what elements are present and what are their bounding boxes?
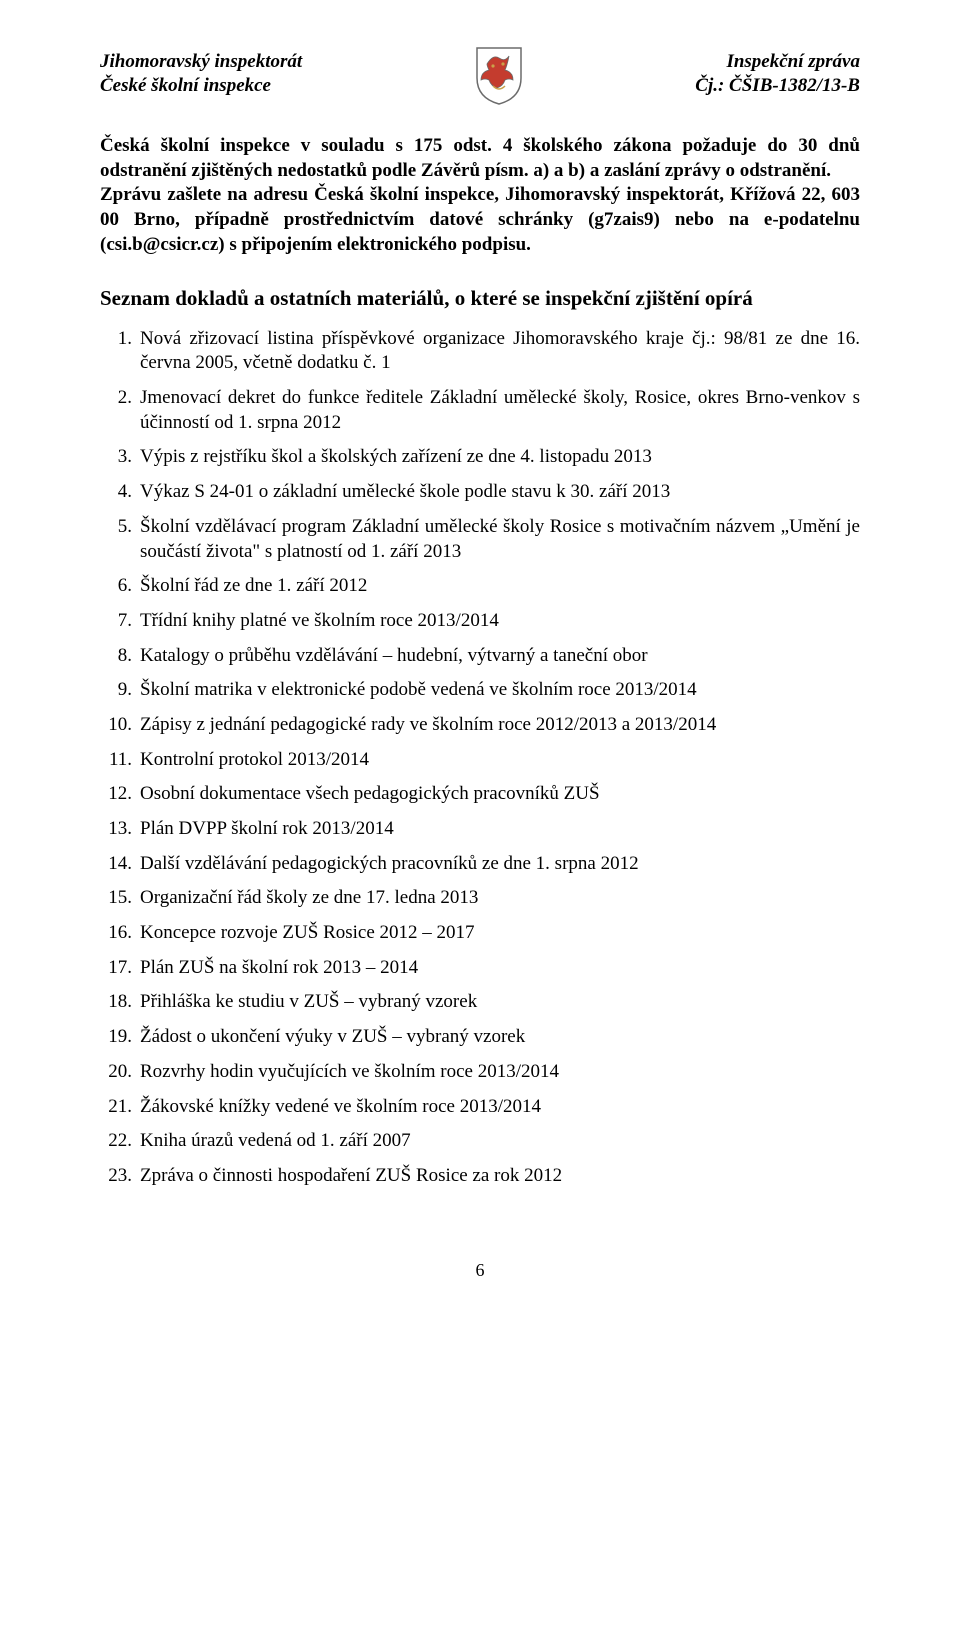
list-item-text: Organizační řád školy ze dne 17. ledna 2… [140,887,478,908]
header-right-line2: Čj.: ČŠIB-1382/13-B [695,74,860,98]
list-item: Koncepce rozvoje ZUŠ Rosice 2012 – 2017 [100,921,860,946]
coat-of-arms-icon [473,46,525,106]
list-item-text: Kontrolní protokol 2013/2014 [140,749,369,770]
header-left-line2: České školní inspekce [100,74,302,98]
list-item-text: Žákovské knížky vedené ve školním roce 2… [140,1096,541,1117]
intro-part1: Česká školní inspekce v souladu s 175 od… [100,135,860,181]
list-item-text: Zápisy z jednání pedagogické rady ve ško… [140,714,716,735]
list-item-text: Další vzdělávání pedagogických pracovník… [140,853,639,874]
list-item: Výkaz S 24-01 o základní umělecké škole … [100,480,860,505]
list-item: Organizační řád školy ze dne 17. ledna 2… [100,886,860,911]
list-item: Jmenovací dekret do funkce ředitele Zákl… [100,386,860,435]
list-item: Žádost o ukončení výuky v ZUŠ – vybraný … [100,1025,860,1050]
header-right-line1: Inspekční zpráva [695,50,860,74]
list-item-text: Školní řád ze dne 1. září 2012 [140,575,367,596]
list-item-text: Koncepce rozvoje ZUŠ Rosice 2012 – 2017 [140,922,475,943]
header-right: Inspekční zpráva Čj.: ČŠIB-1382/13-B [695,50,860,98]
list-item-text: Kniha úrazů vedená od 1. září 2007 [140,1130,411,1151]
page-header: Jihomoravský inspektorát České školní in… [100,50,860,106]
list-item: Školní matrika v elektronické podobě ved… [100,678,860,703]
list-item-text: Zpráva o činnosti hospodaření ZUŠ Rosice… [140,1165,562,1186]
list-item-text: Přihláška ke studiu v ZUŠ – vybraný vzor… [140,991,477,1012]
document-list: Nová zřizovací listina příspěvkové organ… [100,327,860,1189]
page-number: 6 [100,1259,860,1282]
list-item-text: Osobní dokumentace všech pedagogických p… [140,783,600,804]
intro-part2: Zprávu zašlete na adresu Česká školní in… [100,184,860,254]
list-item-text: Plán ZUŠ na školní rok 2013 – 2014 [140,957,418,978]
header-left-line1: Jihomoravský inspektorát [100,50,302,74]
intro-paragraphs: Česká školní inspekce v souladu s 175 od… [100,134,860,257]
list-item: Zpráva o činnosti hospodaření ZUŠ Rosice… [100,1164,860,1189]
list-item: Výpis z rejstříku škol a školských zaříz… [100,445,860,470]
list-item-text: Žádost o ukončení výuky v ZUŠ – vybraný … [140,1026,525,1047]
list-item: Osobní dokumentace všech pedagogických p… [100,782,860,807]
list-item-text: Katalogy o průběhu vzdělávání – hudební,… [140,645,648,666]
list-item-text: Nová zřizovací listina příspěvkové organ… [140,328,860,374]
list-item-text: Výpis z rejstříku škol a školských zaříz… [140,446,652,467]
header-left: Jihomoravský inspektorát České školní in… [100,50,302,98]
list-item-text: Výkaz S 24-01 o základní umělecké škole … [140,481,670,502]
list-item: Rozvrhy hodin vyučujících ve školním roc… [100,1060,860,1085]
list-item: Katalogy o průběhu vzdělávání – hudební,… [100,644,860,669]
list-item: Třídní knihy platné ve školním roce 2013… [100,609,860,634]
list-item-text: Třídní knihy platné ve školním roce 2013… [140,610,499,631]
list-item: Školní řád ze dne 1. září 2012 [100,574,860,599]
list-item: Nová zřizovací listina příspěvkové organ… [100,327,860,376]
list-item: Další vzdělávání pedagogických pracovník… [100,852,860,877]
list-item: Plán DVPP školní rok 2013/2014 [100,817,860,842]
section-title: Seznam dokladů a ostatních materiálů, o … [100,285,860,312]
list-item: Přihláška ke studiu v ZUŠ – vybraný vzor… [100,990,860,1015]
list-item-text: Školní vzdělávací program Základní uměle… [140,516,860,562]
list-item: Školní vzdělávací program Základní uměle… [100,515,860,564]
list-item: Žákovské knížky vedené ve školním roce 2… [100,1095,860,1120]
list-item-text: Školní matrika v elektronické podobě ved… [140,679,697,700]
list-item-text: Jmenovací dekret do funkce ředitele Zákl… [140,387,860,433]
list-item-text: Plán DVPP školní rok 2013/2014 [140,818,394,839]
list-item: Zápisy z jednání pedagogické rady ve ško… [100,713,860,738]
list-item-text: Rozvrhy hodin vyučujících ve školním roc… [140,1061,559,1082]
list-item: Kniha úrazů vedená od 1. září 2007 [100,1129,860,1154]
list-item: Kontrolní protokol 2013/2014 [100,748,860,773]
list-item: Plán ZUŠ na školní rok 2013 – 2014 [100,956,860,981]
